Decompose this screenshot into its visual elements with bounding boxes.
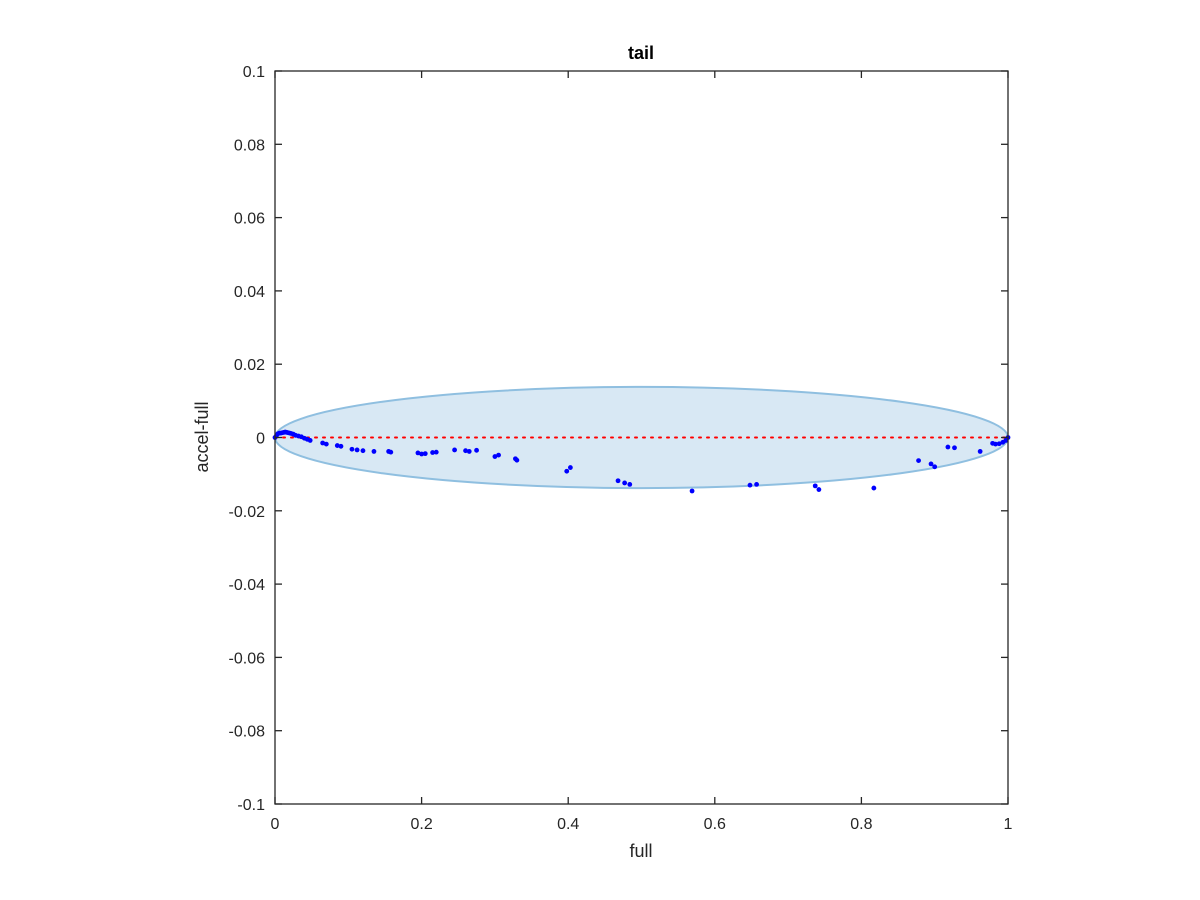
data-point — [474, 447, 479, 453]
data-point — [463, 448, 468, 454]
data-point — [977, 449, 983, 454]
data-point — [916, 458, 921, 463]
x-tick-label: 0.6 — [704, 816, 726, 833]
x-tick-label: 0 — [271, 816, 280, 833]
data-point — [615, 478, 621, 484]
data-point — [622, 480, 628, 486]
data-point — [371, 449, 377, 454]
data-point — [993, 441, 998, 447]
data-point — [349, 446, 355, 452]
data-point — [932, 464, 938, 470]
x-tick-label: 1 — [1004, 816, 1013, 833]
y-tick-label: -0.06 — [229, 650, 266, 667]
data-point — [360, 448, 366, 454]
data-point — [422, 451, 428, 457]
data-point — [812, 483, 818, 489]
x-tick-labels: 0 0.2 0.4 0.6 0.8 1 — [271, 816, 1013, 833]
y-tick-label: -0.1 — [237, 797, 265, 814]
x-tick-label: 0.4 — [557, 816, 579, 833]
data-point — [514, 457, 520, 463]
chart-title: tail — [628, 43, 654, 63]
data-point — [354, 447, 360, 453]
data-point — [689, 488, 695, 494]
y-tick-label: 0.1 — [243, 64, 265, 81]
data-point — [945, 444, 951, 450]
y-tick-label: 0.02 — [234, 357, 265, 374]
data-point — [567, 465, 573, 470]
y-tick-label: -0.04 — [229, 577, 266, 594]
data-point — [338, 443, 344, 449]
x-axis-label: full — [629, 841, 652, 861]
data-point — [419, 451, 424, 457]
y-axis-label: accel-full — [192, 401, 212, 472]
data-point — [433, 449, 439, 455]
data-point — [928, 461, 934, 467]
data-point — [952, 445, 957, 451]
y-tick-label: 0 — [256, 431, 265, 448]
y-tick-label: 0.08 — [234, 137, 265, 154]
data-point — [466, 449, 472, 454]
data-point — [320, 440, 326, 446]
y-tick-label: 0.06 — [234, 211, 265, 228]
data-point — [996, 441, 1002, 447]
y-tick-label: -0.02 — [229, 504, 266, 521]
data-point — [564, 468, 570, 474]
data-point — [816, 487, 822, 492]
data-point — [496, 452, 501, 458]
data-point — [334, 443, 340, 448]
data-point — [323, 441, 329, 447]
x-tick-label: 0.8 — [850, 816, 872, 833]
data-point — [307, 438, 313, 443]
data-point — [430, 450, 435, 455]
data-point — [388, 449, 394, 455]
data-point — [627, 482, 633, 487]
data-point — [747, 482, 753, 488]
y-tick-label: -0.08 — [229, 724, 266, 741]
data-point — [754, 482, 759, 487]
axis-ticks — [274, 70, 1009, 805]
data-point — [415, 450, 421, 456]
data-point — [452, 447, 457, 453]
y-tick-labels: -0.1 -0.08 -0.06 -0.04 -0.02 0 0.02 0.04 0.06 0.0… — [229, 64, 266, 814]
data-point — [871, 485, 877, 491]
x-tick-label: 0.2 — [410, 816, 432, 833]
y-tick-label: 0.04 — [234, 284, 265, 301]
data-point — [492, 454, 498, 459]
